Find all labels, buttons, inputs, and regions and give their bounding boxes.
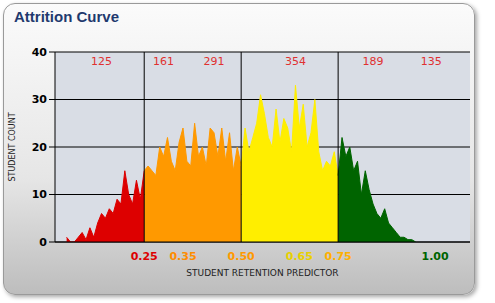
svg-text:354: 354 [285, 55, 306, 68]
svg-text:0: 0 [39, 236, 47, 249]
svg-text:STUDENT COUNT: STUDENT COUNT [8, 112, 17, 181]
svg-text:1.00: 1.00 [422, 250, 449, 263]
svg-text:10: 10 [32, 188, 48, 201]
svg-text:0.75: 0.75 [325, 250, 352, 263]
svg-text:0.65: 0.65 [286, 250, 313, 263]
svg-text:135: 135 [421, 55, 442, 68]
svg-text:161: 161 [153, 55, 174, 68]
svg-text:125: 125 [91, 55, 112, 68]
svg-text:0.50: 0.50 [228, 250, 255, 263]
svg-text:20: 20 [32, 141, 48, 154]
svg-text:0.35: 0.35 [169, 250, 196, 263]
svg-text:291: 291 [204, 55, 225, 68]
svg-text:189: 189 [363, 55, 384, 68]
svg-text:30: 30 [32, 93, 48, 106]
svg-text:0.25: 0.25 [131, 250, 158, 263]
svg-text:40: 40 [32, 46, 48, 59]
svg-text:STUDENT RETENTION PREDICTOR: STUDENT RETENTION PREDICTOR [186, 268, 338, 278]
html-text:Attrition Curve: Attrition Curve [14, 8, 119, 25]
